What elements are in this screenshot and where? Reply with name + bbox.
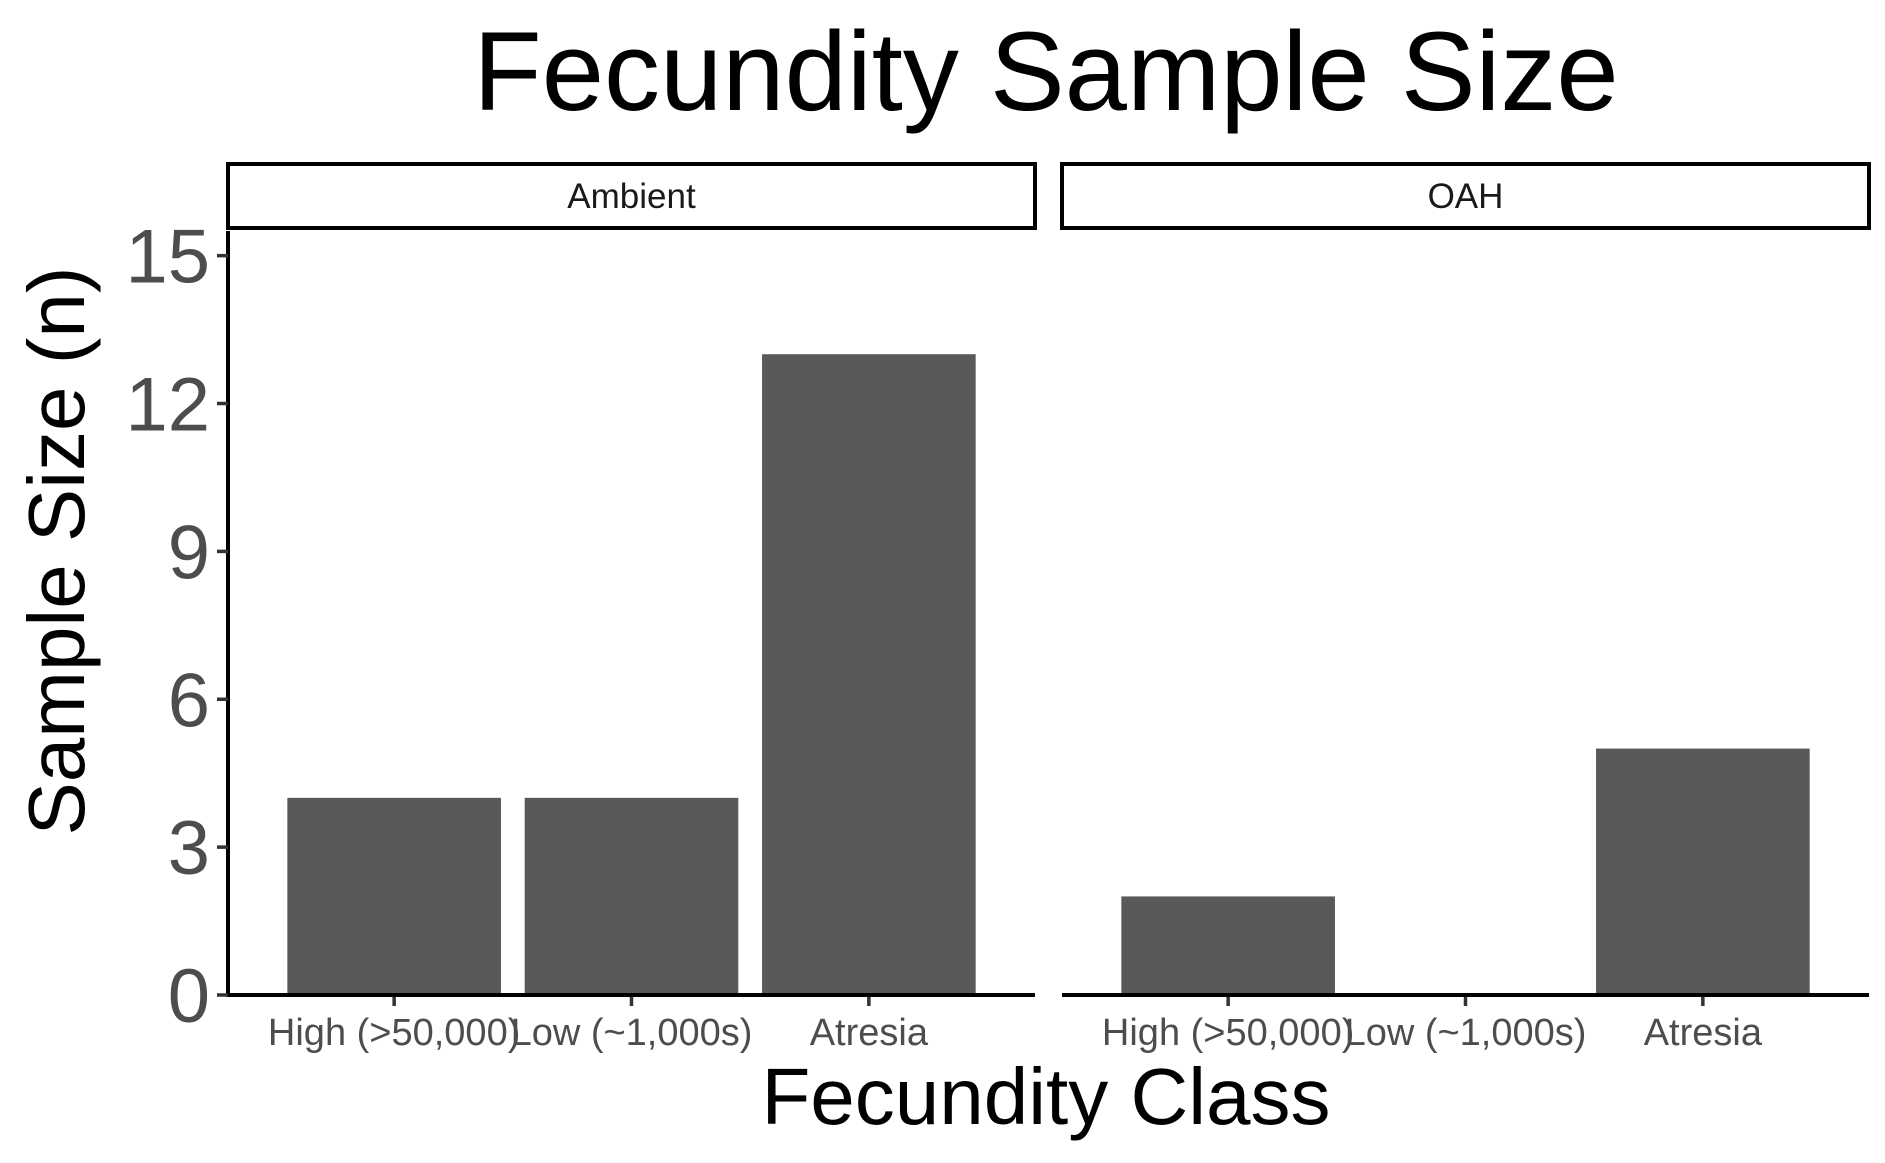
bar xyxy=(762,354,976,995)
x-tick-label: High (>50,000) xyxy=(268,1012,520,1054)
facet-strip-label: OAH xyxy=(1428,177,1504,216)
x-tick-label: Atresia xyxy=(810,1012,929,1054)
y-tick-label: 9 xyxy=(168,510,210,595)
y-tick-label: 0 xyxy=(168,954,210,1039)
chart-title: Fecundity Sample Size xyxy=(473,9,1618,134)
bar xyxy=(524,797,739,995)
y-tick-label: 15 xyxy=(125,215,210,300)
x-axis-title: Fecundity Class xyxy=(761,1052,1330,1141)
y-tick-label: 6 xyxy=(168,658,210,743)
facet-strip-label: Ambient xyxy=(567,177,696,216)
y-axis-title: Sample Size (n) xyxy=(12,266,101,835)
bar xyxy=(287,797,501,995)
bar xyxy=(1596,748,1810,995)
y-tick-label: 12 xyxy=(125,363,210,448)
y-tick-label: 3 xyxy=(168,806,210,891)
facet-strip xyxy=(1060,162,1871,230)
bar xyxy=(1121,896,1335,995)
x-tick-label: Low (~1,000s) xyxy=(1345,1012,1587,1054)
x-tick-label: High (>50,000) xyxy=(1102,1012,1354,1054)
y-axis: 0 3 6 9 12 15 xyxy=(125,215,230,1039)
x-tick-label: Atresia xyxy=(1644,1012,1763,1054)
panel-oah: OAH High (>50,000)Low (~1,000s) Atresia xyxy=(1060,162,1871,1054)
panel-ambient: Ambient High (>50,000)Low (~1,000s) Atresi… xyxy=(226,162,1037,1054)
x-tick-label: Low (~1,000s) xyxy=(511,1012,753,1054)
facet-strip xyxy=(226,162,1037,230)
